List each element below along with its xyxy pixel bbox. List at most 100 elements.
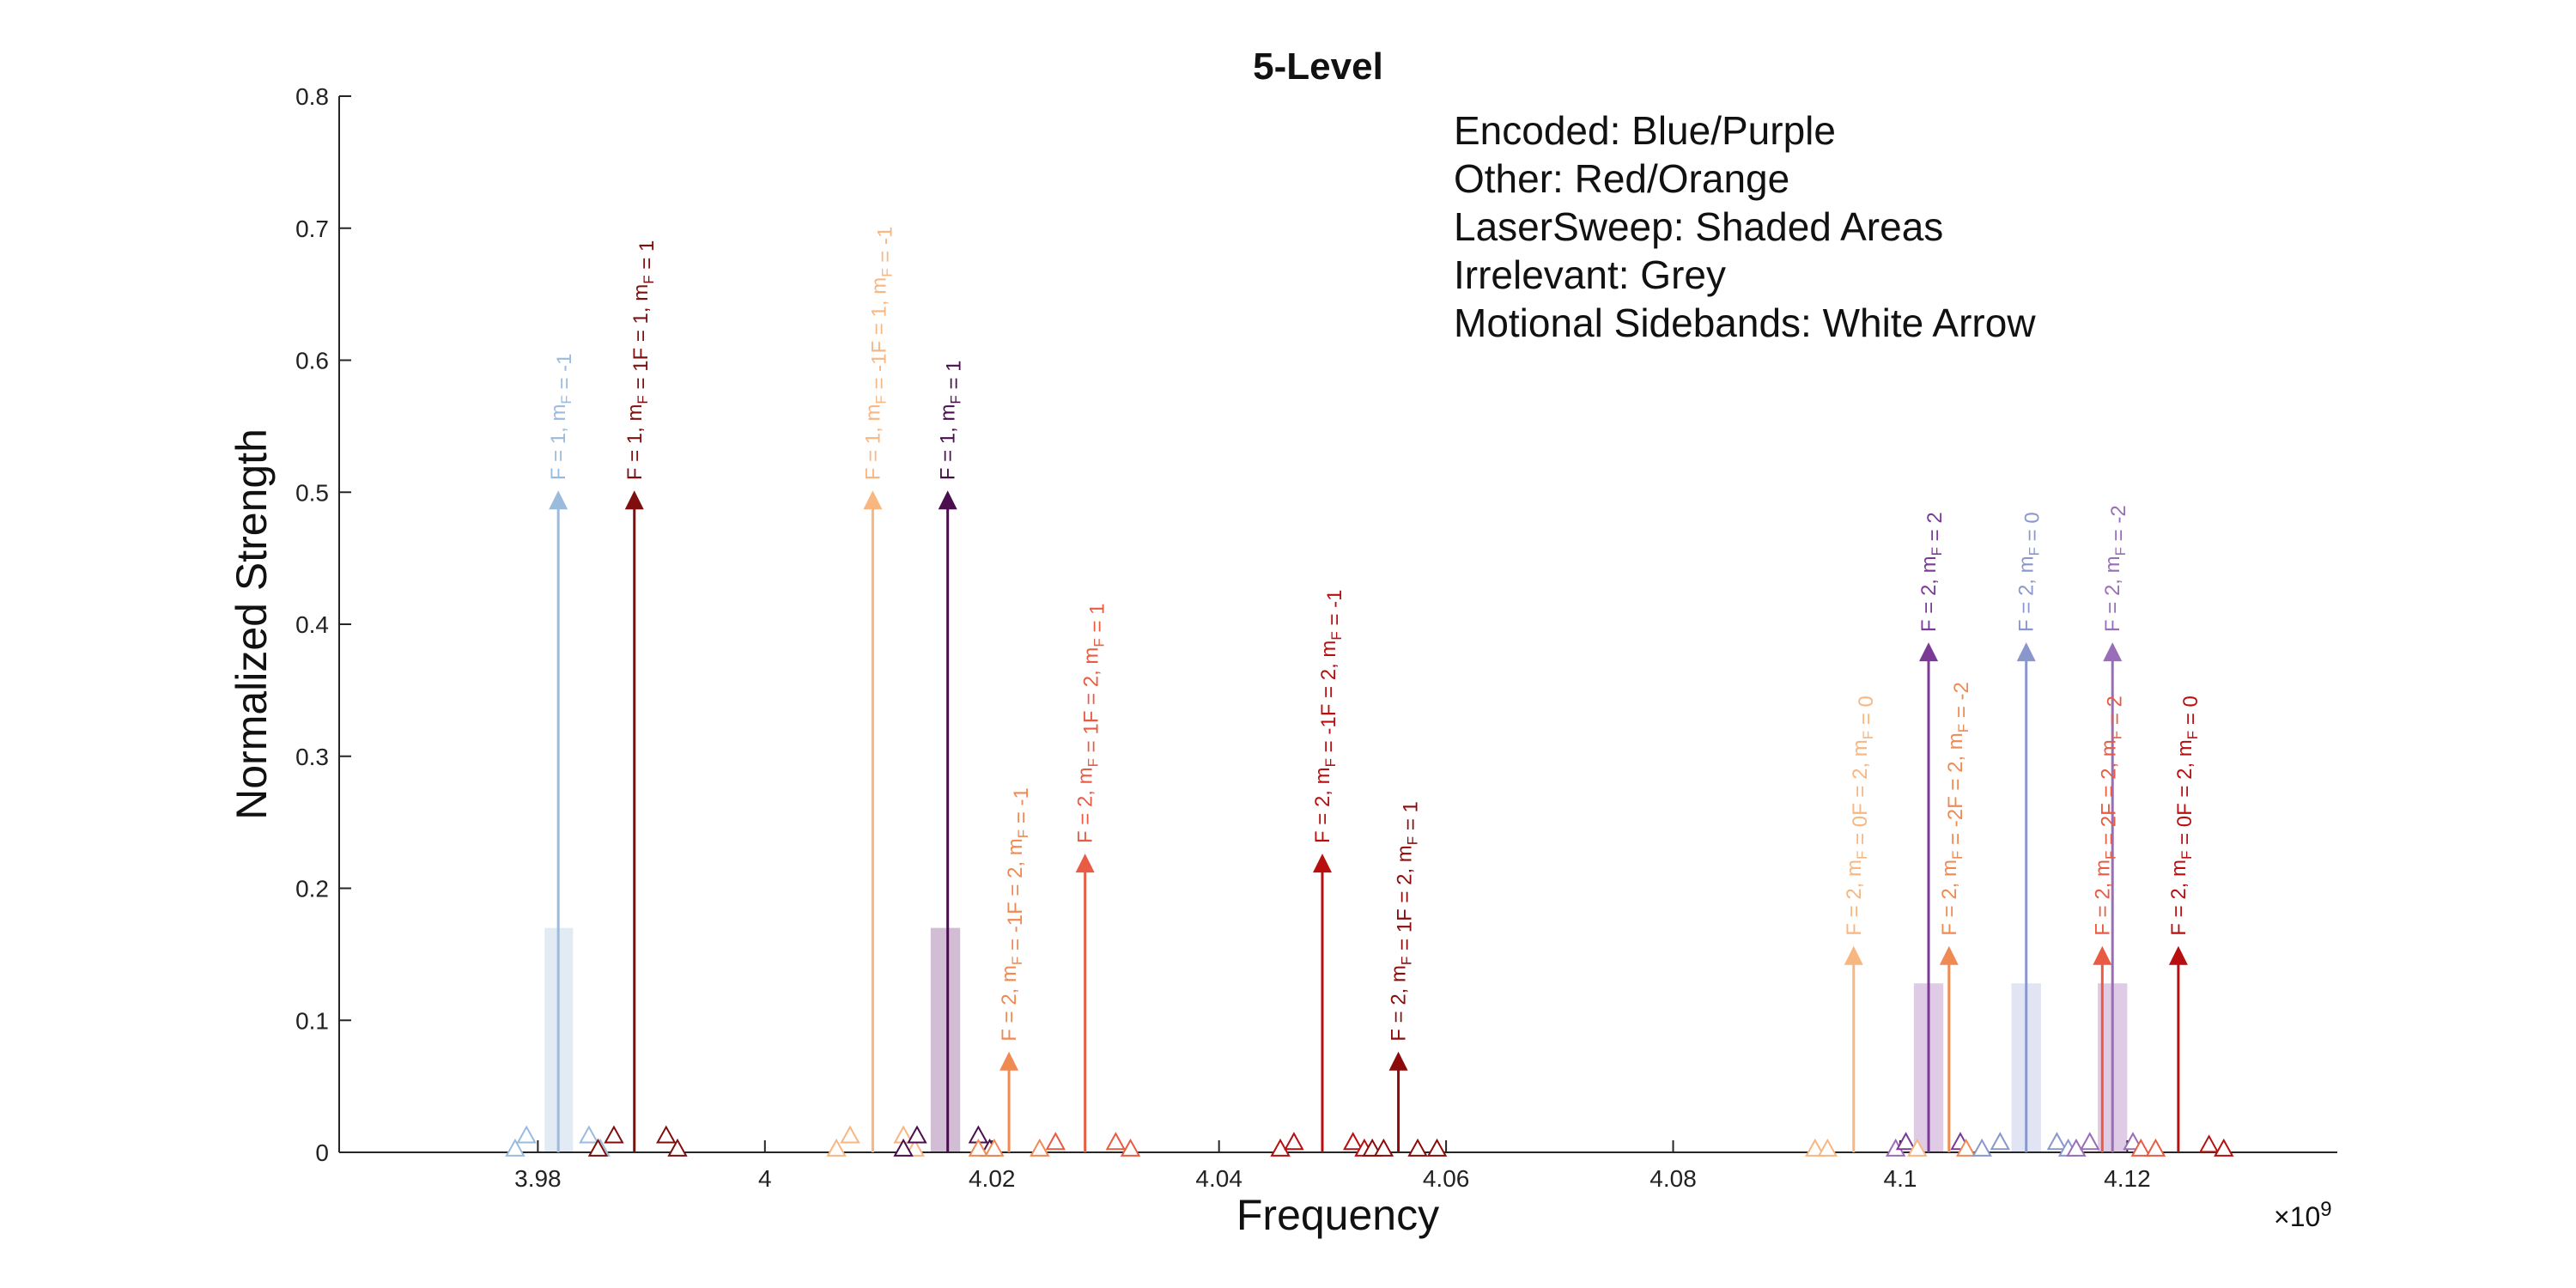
sideband-marker bbox=[1907, 1138, 1928, 1157]
sideband-marker bbox=[893, 1138, 914, 1157]
transition-label: F = 2, mF = -2F = 2, mF = -2 bbox=[1938, 682, 1973, 936]
sideband-marker bbox=[516, 1125, 537, 1144]
sideband-marker bbox=[2046, 1132, 2068, 1151]
transition-arrowhead bbox=[1919, 642, 1939, 662]
transition-label: F = 2, mF = 0 bbox=[2015, 512, 2044, 632]
sideband-marker bbox=[2145, 1138, 2166, 1157]
x-axis-label: Frequency bbox=[1236, 1191, 1439, 1239]
transition-label: F = 2, mF = 0F = 2, mF = 0 bbox=[2167, 696, 2202, 936]
laser-sweep-area bbox=[930, 927, 961, 1152]
sideband-marker bbox=[1805, 1138, 1826, 1157]
transition-arrowhead bbox=[999, 1051, 1019, 1071]
transition-label: F = 2, mF = 1F = 2, mF = 1 bbox=[1388, 801, 1423, 1042]
transition-arrowhead bbox=[549, 490, 568, 510]
sideband-marker bbox=[907, 1125, 927, 1144]
transition-arrowhead bbox=[863, 490, 883, 510]
transition-label: F = 2, mF = 1F = 2, mF = 1 bbox=[1074, 604, 1109, 844]
x-ticks: 3.98 4 4.02 4.04 4.06 4.08 4.1 4.12 bbox=[514, 1140, 2151, 1192]
sideband-marker bbox=[505, 1138, 526, 1157]
sideband-marker bbox=[604, 1125, 624, 1144]
sideband-marker bbox=[1373, 1138, 1394, 1157]
x-tick-label: 4.1 bbox=[1884, 1165, 1917, 1192]
x-tick-label: 4.06 bbox=[1423, 1165, 1470, 1192]
annotation-line: Irrelevant: Grey bbox=[1454, 252, 1726, 297]
transition-label: F = 2, mF = 0F = 2, mF = 0 bbox=[1843, 696, 1878, 936]
y-tick-label: 0.7 bbox=[295, 216, 329, 242]
transition-label: F = 1, mF = 1F = 1, mF = 1 bbox=[623, 240, 659, 481]
x-tick-label: 3.98 bbox=[514, 1165, 562, 1192]
transition-arrowhead bbox=[938, 490, 957, 510]
y-tick-label: 0.2 bbox=[295, 876, 329, 902]
transition-arrowhead bbox=[1844, 945, 1863, 965]
sideband-marker bbox=[1270, 1138, 1291, 1157]
transition-label: F = 2, mF = 2 bbox=[1917, 512, 1947, 632]
laser-sweep-areas bbox=[544, 927, 2128, 1152]
y-ticks: 0 0.1 0.2 0.3 0.4 0.5 0.6 0.7 0.8 bbox=[295, 83, 351, 1166]
transition-arrowhead bbox=[2168, 945, 2188, 965]
y-tick-label: 0.5 bbox=[295, 479, 329, 506]
sideband-marker bbox=[1284, 1132, 1304, 1151]
y-tick-label: 0.6 bbox=[295, 348, 329, 374]
transition-arrowhead bbox=[624, 490, 644, 510]
sideband-marker bbox=[1426, 1138, 1448, 1157]
annotation-line: Motional Sidebands: White Arrow bbox=[1454, 301, 2036, 345]
transition-label: F = 1, mF = -1F = 1, mF = -1 bbox=[861, 227, 896, 481]
sideband-marker bbox=[1971, 1138, 1992, 1157]
annotation-line: LaserSweep: Shaded Areas bbox=[1454, 204, 1943, 249]
x-exponent: ×109 bbox=[2274, 1198, 2332, 1232]
sideband-marker bbox=[840, 1125, 860, 1144]
sideband-marker bbox=[587, 1138, 609, 1157]
sideband-marker bbox=[968, 1138, 989, 1157]
transition-arrowhead bbox=[2093, 945, 2112, 965]
y-tick-label: 0.8 bbox=[295, 83, 329, 110]
sideband-marker bbox=[1817, 1138, 1838, 1157]
sideband-marker bbox=[579, 1125, 599, 1144]
x-tick-label: 4.12 bbox=[2104, 1165, 2151, 1192]
x-tick-label: 4.08 bbox=[1649, 1165, 1697, 1192]
x-tick-label: 4.04 bbox=[1195, 1165, 1242, 1192]
sideband-marker bbox=[1895, 1132, 1917, 1151]
y-axis-label: Normalized Strength bbox=[228, 428, 276, 820]
transition-label: F = 2, mF = -2 bbox=[2101, 505, 2130, 632]
sideband-marker bbox=[2130, 1138, 2151, 1157]
annotation-line: Other: Red/Orange bbox=[1454, 156, 1789, 201]
transition-arrowhead bbox=[1075, 854, 1095, 873]
transition-stems bbox=[549, 490, 2188, 1152]
y-tick-label: 0.4 bbox=[295, 611, 329, 638]
y-tick-label: 0.1 bbox=[295, 1007, 329, 1034]
sideband-marker bbox=[1105, 1132, 1127, 1151]
transition-label: F = 2, mF = -1F = 2, mF = -1 bbox=[1311, 590, 1346, 844]
transition-label: F = 2, mF = 2F = 2, mF = 2 bbox=[2091, 696, 2126, 936]
sideband-marker bbox=[2066, 1138, 2087, 1157]
x-tick-label: 4 bbox=[758, 1165, 772, 1192]
transition-label: F = 1, mF = -1 bbox=[547, 353, 576, 480]
sideband-marker bbox=[656, 1125, 677, 1144]
sideband-marker bbox=[2214, 1138, 2234, 1157]
chart-title: 5-Level bbox=[1253, 46, 1383, 88]
transition-arrowhead bbox=[2103, 642, 2123, 662]
transition-arrowhead bbox=[1939, 945, 1959, 965]
sideband-marker bbox=[2080, 1132, 2100, 1151]
sideband-marker bbox=[1407, 1138, 1428, 1157]
transition-arrowhead bbox=[1312, 854, 1332, 873]
transition-label: F = 1, mF = 1 bbox=[937, 360, 966, 480]
sideband-markers bbox=[505, 1125, 2234, 1157]
transition-label: F = 2, mF = -1F = 2, mF = -1 bbox=[998, 787, 1033, 1042]
sideband-marker bbox=[2198, 1134, 2220, 1153]
sideband-marker bbox=[1955, 1138, 1977, 1157]
x-tick-label: 4.02 bbox=[969, 1165, 1016, 1192]
sideband-marker bbox=[1990, 1132, 2011, 1151]
transition-labels: F = 1, mF = -1F = 1, mF = 1F = 1, mF = 1… bbox=[547, 227, 2202, 1042]
sideband-marker bbox=[667, 1138, 688, 1157]
sideband-marker bbox=[1342, 1132, 1364, 1151]
sideband-marker bbox=[1030, 1138, 1050, 1157]
sideband-marker bbox=[1120, 1138, 1141, 1157]
transition-arrowhead bbox=[1388, 1051, 1408, 1071]
annotation-line: Encoded: Blue/Purple bbox=[1454, 108, 1836, 153]
transition-arrowhead bbox=[2016, 642, 2036, 662]
sideband-marker bbox=[826, 1138, 847, 1157]
y-tick-label: 0 bbox=[315, 1139, 329, 1166]
sideband-marker bbox=[984, 1138, 1005, 1157]
